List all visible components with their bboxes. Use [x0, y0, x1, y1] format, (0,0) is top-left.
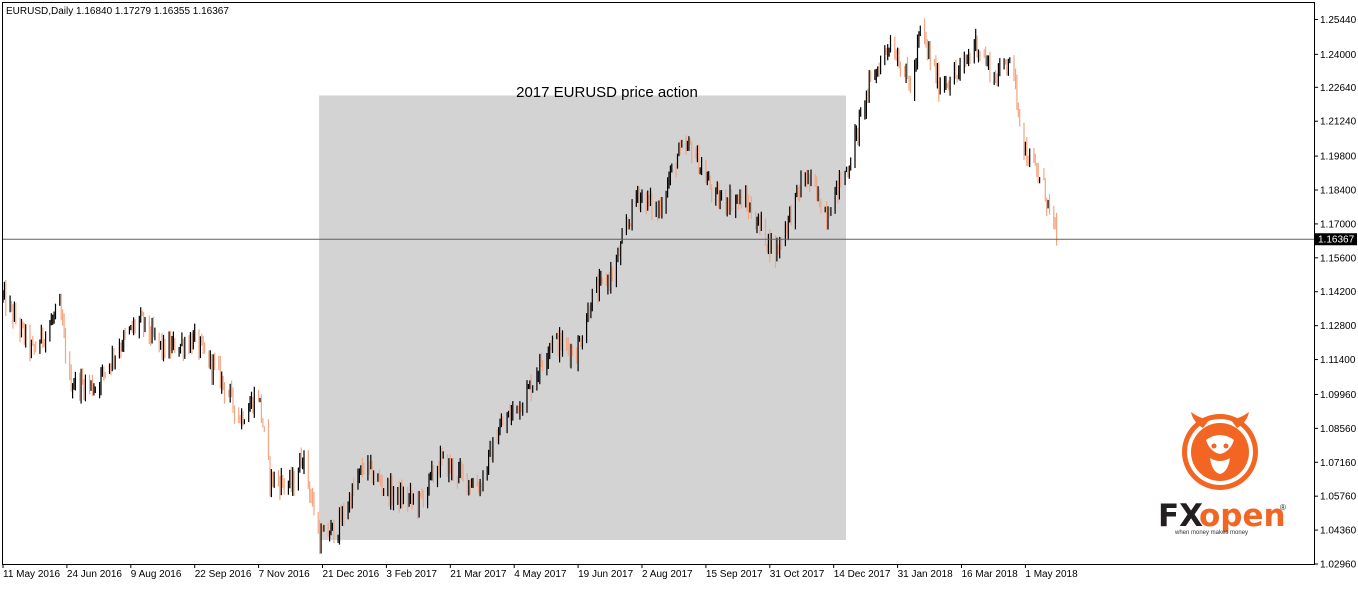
y-tick-label: 1.15600 — [1320, 253, 1357, 264]
y-tick-label: 1.17000 — [1320, 219, 1357, 230]
y-tick-label: 1.25440 — [1320, 15, 1357, 26]
y-tick-label: 1.05760 — [1320, 492, 1357, 503]
x-tick-label: 21 Mar 2017 — [450, 569, 507, 580]
x-tick-label: 19 Jun 2017 — [578, 569, 633, 580]
logo-fx-text: FX — [1158, 498, 1203, 534]
fxopen-logo: FX open ® when money makes money — [1158, 412, 1286, 536]
x-axis: 11 May 2016 24 Jun 2016 9 Aug 2016 22 Sep 2… — [2, 564, 1078, 580]
y-tick-label: 1.14200 — [1320, 287, 1357, 298]
y-tick-label: 1.24000 — [1320, 50, 1357, 61]
logo-open-text: open — [1199, 498, 1286, 534]
x-tick-label: 22 Sep 2016 — [195, 569, 252, 580]
y-tick-label: 1.11400 — [1320, 355, 1356, 366]
annotation-label: 2017 EURUSD price action — [516, 84, 698, 101]
x-tick-label: 15 Sep 2017 — [706, 569, 763, 580]
x-tick-label: 16 Mar 2018 — [962, 569, 1019, 580]
x-tick-label: 24 Jun 2016 — [67, 569, 122, 580]
x-tick-label: 2 Aug 2017 — [642, 569, 693, 580]
x-tick-label: 11 May 2016 — [3, 569, 61, 580]
bull-emblem-icon — [1182, 412, 1258, 490]
y-tick-label: 1.21240 — [1320, 117, 1357, 128]
candles-group — [2, 18, 1058, 554]
y-tick-label: 1.22640 — [1320, 83, 1357, 94]
x-tick-label: 3 Feb 2017 — [386, 569, 437, 580]
y-tick-label: 1.18400 — [1320, 186, 1357, 197]
chart-header-symbol: EURUSD,Daily — [6, 6, 73, 17]
logo-tagline: when money makes money — [1174, 530, 1248, 536]
y-tick-label: 1.07160 — [1320, 458, 1357, 469]
logo-registered-mark: ® — [1280, 503, 1286, 512]
chart-header-ohlc: 1.16840 1.17279 1.16355 1.16367 — [76, 6, 229, 17]
current-price-tag-bg — [1315, 233, 1357, 246]
y-tick-label: 1.09960 — [1320, 390, 1357, 401]
y-tick-label: 1.12800 — [1320, 321, 1357, 332]
x-tick-label: 7 Nov 2016 — [259, 569, 311, 580]
highlight-region-2017 — [319, 95, 847, 540]
y-tick-label: 1.08560 — [1320, 424, 1357, 435]
y-tick-label: 1.19800 — [1320, 152, 1357, 163]
x-tick-label: 9 Aug 2016 — [131, 569, 182, 580]
x-tick-label: 31 Jan 2018 — [898, 569, 953, 580]
y-axis: 1.25440 1.24000 1.22640 1.21240 1.19800 1.184… — [1314, 15, 1357, 571]
x-tick-label: 1 May 2018 — [1025, 569, 1078, 580]
x-tick-label: 31 Oct 2017 — [770, 569, 825, 580]
current-price-tag: 1.16367 — [1315, 233, 1357, 246]
y-tick-label: 1.04360 — [1320, 526, 1357, 537]
y-tick-label: 1.02960 — [1320, 560, 1357, 571]
current-price-tag-label: 1.16367 — [1318, 235, 1355, 246]
x-tick-label: 21 Dec 2016 — [323, 569, 380, 580]
x-tick-label: 14 Dec 2017 — [834, 569, 891, 580]
x-tick-label: 4 May 2017 — [514, 569, 567, 580]
